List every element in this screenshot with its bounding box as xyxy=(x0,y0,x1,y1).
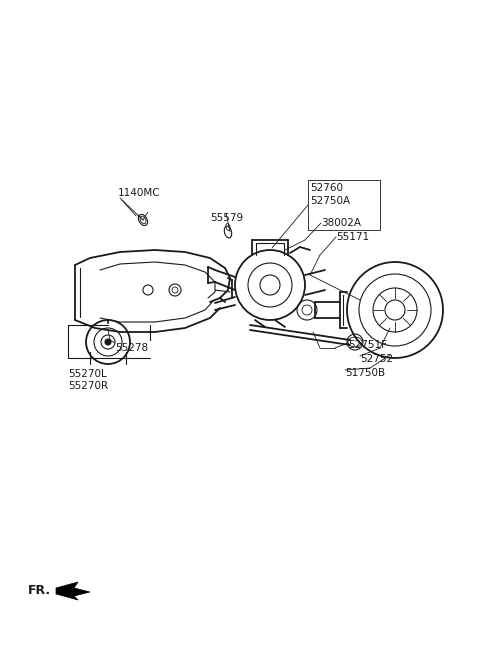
Text: 55579: 55579 xyxy=(210,213,243,223)
Polygon shape xyxy=(56,582,90,600)
Text: 38002A: 38002A xyxy=(321,218,361,228)
Text: FR.: FR. xyxy=(28,583,51,596)
Text: 55171: 55171 xyxy=(336,232,369,242)
Text: 1140MC: 1140MC xyxy=(118,188,161,198)
Text: 55270R: 55270R xyxy=(68,381,108,391)
Text: 52760: 52760 xyxy=(310,183,343,193)
Text: 51750B: 51750B xyxy=(345,368,385,378)
Text: 52751F: 52751F xyxy=(348,340,387,350)
Circle shape xyxy=(105,339,111,345)
Text: 52752: 52752 xyxy=(360,354,393,364)
Text: 55278: 55278 xyxy=(115,343,148,353)
Text: 55270L: 55270L xyxy=(68,369,107,379)
Text: 52750A: 52750A xyxy=(310,196,350,206)
